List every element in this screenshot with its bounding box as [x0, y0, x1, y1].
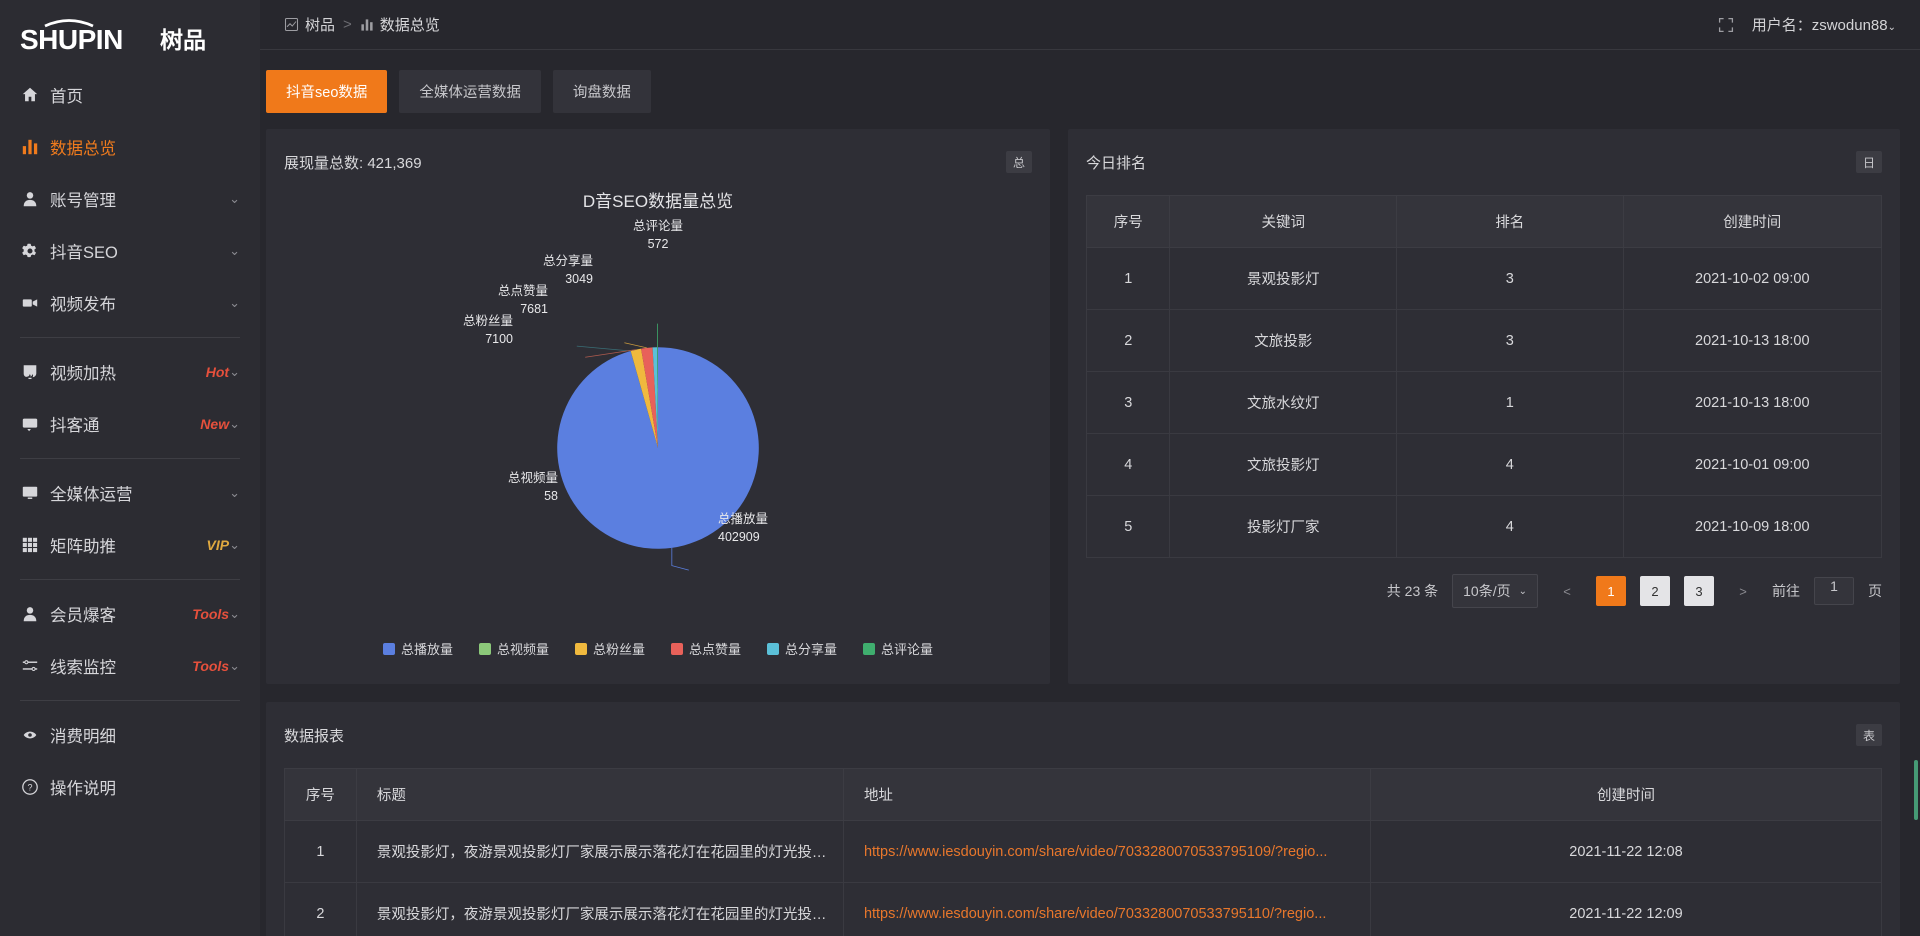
svg-text:SHUPIN: SHUPIN [20, 24, 123, 54]
svg-text:?: ? [27, 783, 32, 793]
svg-text:树品: 树品 [160, 27, 206, 53]
